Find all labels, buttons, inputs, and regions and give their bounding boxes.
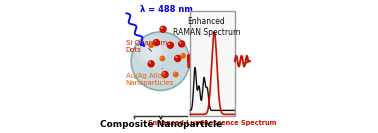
Circle shape: [131, 32, 190, 90]
Circle shape: [149, 43, 151, 45]
Circle shape: [149, 61, 151, 64]
Text: Au/Ag Alloy
Nanoparticles: Au/Ag Alloy Nanoparticles: [126, 68, 174, 86]
Circle shape: [163, 72, 165, 74]
Circle shape: [167, 41, 174, 49]
Circle shape: [136, 36, 168, 68]
Circle shape: [175, 56, 178, 58]
Circle shape: [180, 53, 186, 59]
Text: Composite Nanoparticle: Composite Nanoparticle: [100, 120, 222, 129]
Circle shape: [146, 47, 157, 57]
Circle shape: [181, 54, 183, 56]
Circle shape: [161, 27, 163, 29]
Circle shape: [178, 40, 185, 48]
Text: Si Quantum
Dots: Si Quantum Dots: [126, 40, 167, 53]
Circle shape: [173, 72, 179, 77]
Circle shape: [141, 42, 162, 62]
Circle shape: [168, 43, 170, 45]
Bar: [190, 11, 235, 116]
Text: Enhanced
RAMAN Spectrum: Enhanced RAMAN Spectrum: [173, 17, 240, 37]
Text: λ = 488 nm: λ = 488 nm: [140, 5, 193, 14]
Circle shape: [174, 72, 176, 74]
Circle shape: [161, 71, 169, 78]
Text: Enhanced Luminescence Spectrum: Enhanced Luminescence Spectrum: [148, 120, 277, 126]
Circle shape: [147, 60, 155, 68]
Circle shape: [179, 41, 181, 44]
Circle shape: [160, 56, 165, 61]
Circle shape: [148, 42, 154, 48]
Circle shape: [174, 55, 181, 62]
Circle shape: [154, 40, 156, 42]
Circle shape: [153, 39, 160, 46]
Circle shape: [160, 26, 167, 33]
Circle shape: [160, 57, 162, 58]
